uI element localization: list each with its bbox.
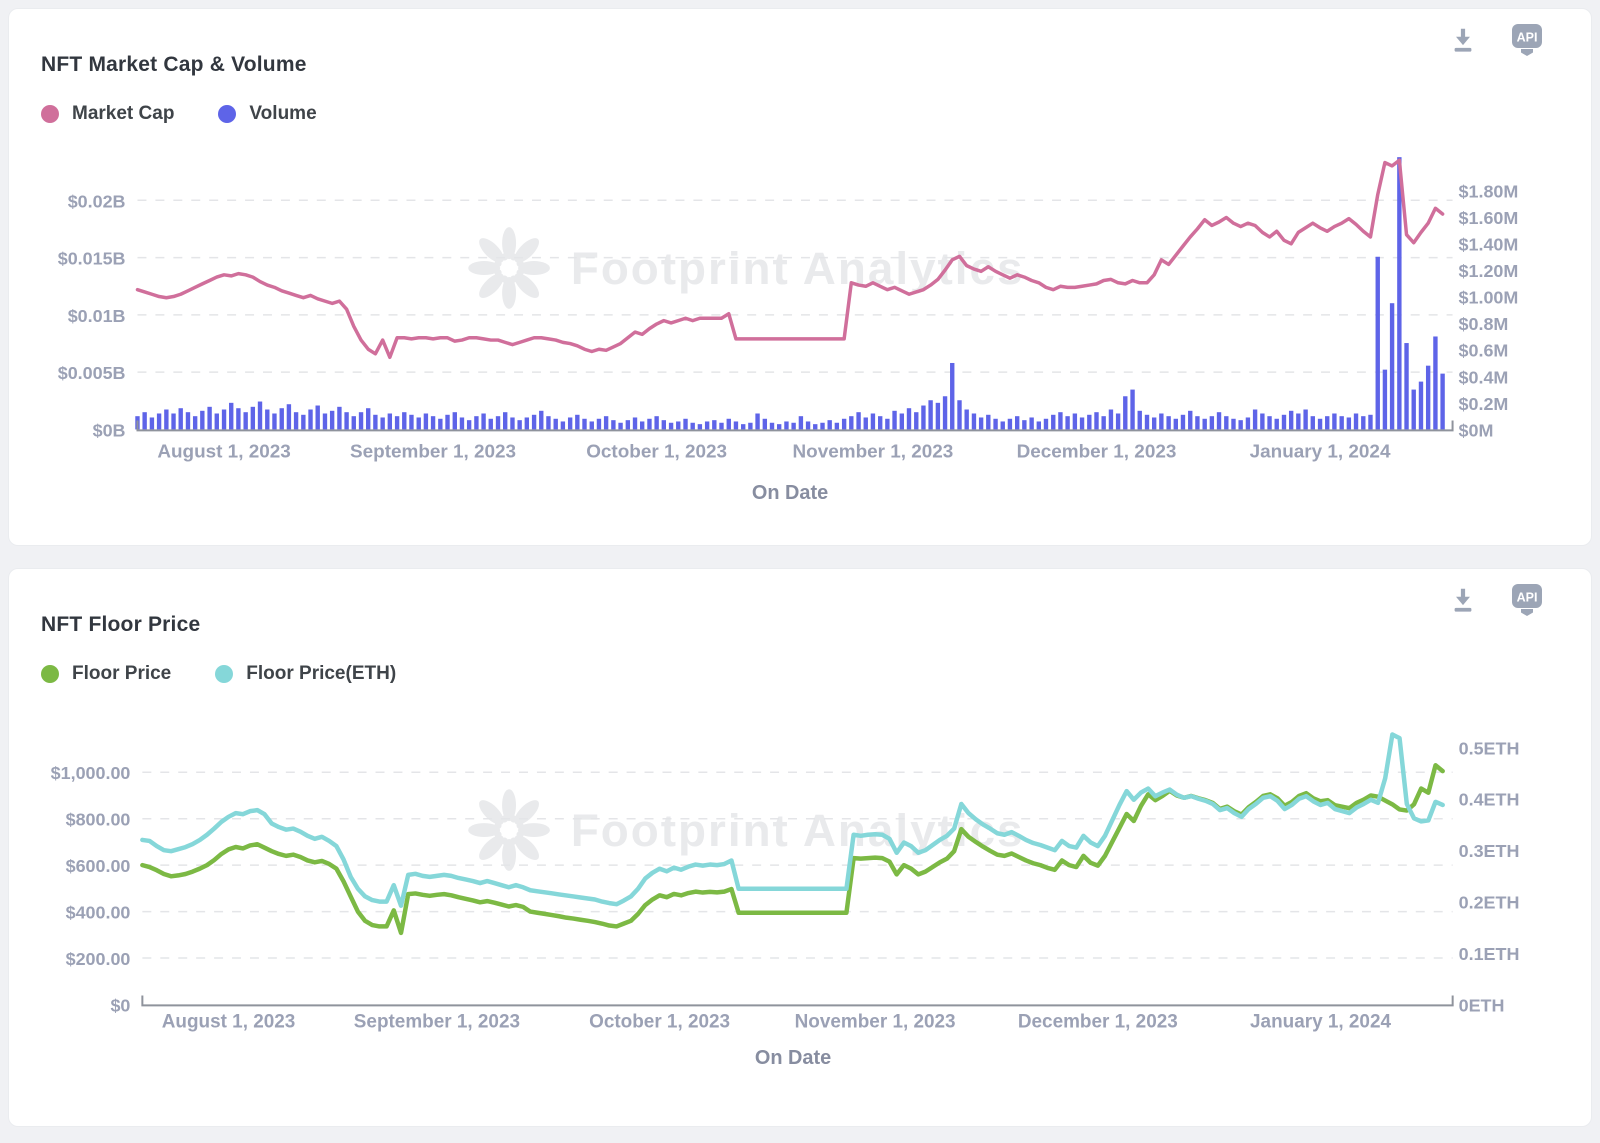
legend-item-market-cap[interactable]: Market Cap	[41, 103, 174, 125]
market-cap-line	[135, 158, 1445, 360]
legend-label: Floor Price(ETH)	[246, 663, 397, 684]
y-axis-label-right: $1.80M	[1459, 181, 1519, 201]
y-axis-label-left: $0B	[93, 420, 126, 440]
api-button[interactable]: API	[1511, 23, 1543, 57]
x-axis-label: August 1, 2023	[162, 1011, 296, 1032]
download-icon	[1454, 28, 1472, 52]
y-axis-label-left: $0.005B	[58, 363, 126, 383]
card-actions: API	[1449, 583, 1543, 617]
legend-label: Volume	[249, 103, 317, 124]
y-axis-label-right: $1.60M	[1459, 208, 1519, 228]
page: { "accent_colors": { "market_cap": "#d06…	[0, 8, 1600, 1143]
download-button[interactable]	[1449, 25, 1477, 55]
market-cap-volume-chart: Footprint Analytics $0B $0.005B $0.01B $0.01…	[58, 157, 1519, 504]
x-axis-title: On Date	[755, 1047, 831, 1069]
y-axis-label-right: $0.2M	[1459, 394, 1509, 414]
legend: Floor Price Floor Price(ETH)	[41, 663, 1591, 685]
download-icon	[1454, 588, 1472, 612]
x-axis	[136, 420, 1454, 432]
y-axis-label-left: $0	[110, 995, 130, 1015]
x-axis-label: October 1, 2023	[589, 1011, 730, 1032]
y-axis-label-right: $1.40M	[1459, 234, 1519, 254]
x-axis-label: December 1, 2023	[1018, 1011, 1178, 1032]
y-axis-label-right: $0.4M	[1459, 367, 1509, 387]
y-axis-label-left: $1,000.00	[51, 763, 131, 783]
legend-item-floor-price[interactable]: Floor Price	[41, 663, 171, 685]
floor-price-eth-line	[140, 732, 1445, 908]
chart-title: NFT Market Cap & Volume	[41, 53, 307, 76]
legend-dot-volume	[218, 105, 237, 123]
legend-dot-floor-price	[41, 665, 59, 683]
y-axis-label-right: $1.20M	[1459, 261, 1519, 281]
download-button[interactable]	[1449, 585, 1477, 615]
floor-price-card: API NFT Floor Price Floor Price Floor Pr…	[8, 568, 1592, 1127]
market-cap-volume-card: API NFT Market Cap & Volume Market Cap V…	[8, 8, 1592, 546]
legend: Market Cap Volume	[41, 103, 1591, 125]
x-axis-label: January 1, 2024	[1250, 1011, 1391, 1032]
y-axis-label-right: $0M	[1459, 420, 1494, 440]
legend-dot-floor-price-eth	[215, 665, 234, 683]
x-axis-title: On Date	[752, 482, 828, 504]
x-axis-label: December 1, 2023	[1017, 441, 1177, 462]
svg-text:API: API	[1517, 31, 1538, 45]
watermark: Footprint Analytics	[468, 789, 1025, 871]
legend-dot-market-cap	[41, 105, 59, 123]
legend-label: Market Cap	[72, 103, 175, 124]
y-axis-label-right: 0ETH	[1459, 995, 1505, 1015]
y-axis-label-left: $800.00	[66, 810, 131, 830]
x-axis-label: August 1, 2023	[157, 441, 290, 462]
x-axis-label: November 1, 2023	[795, 1011, 956, 1032]
floor-price-line	[140, 763, 1445, 936]
y-axis-label-left: $400.00	[66, 903, 131, 923]
chart-title: NFT Floor Price	[41, 613, 201, 636]
y-axis-label-right: 0.4ETH	[1459, 790, 1520, 810]
api-icon: API	[1512, 584, 1542, 616]
y-axis-label-right: $0.8M	[1459, 314, 1509, 334]
x-axis-label: September 1, 2023	[350, 441, 516, 462]
y-axis-label-right: 0.1ETH	[1459, 944, 1520, 964]
svg-text:API: API	[1517, 591, 1538, 605]
y-axis-label-left: $600.00	[66, 856, 131, 876]
x-axis-label: January 1, 2024	[1250, 441, 1391, 462]
x-axis-label: November 1, 2023	[793, 441, 954, 462]
card-actions: API	[1449, 23, 1543, 57]
api-icon: API	[1512, 24, 1542, 56]
y-axis-label-left: $200.00	[66, 949, 131, 969]
x-axis-label: October 1, 2023	[586, 441, 727, 462]
svg-text:Footprint Analytics: Footprint Analytics	[571, 243, 1025, 294]
x-axis	[141, 995, 1454, 1007]
y-axis-label-right: $1.00M	[1459, 288, 1519, 308]
y-axis-label-right: 0.2ETH	[1459, 893, 1520, 913]
legend-label: Floor Price	[72, 663, 172, 684]
legend-item-floor-price-eth[interactable]: Floor Price(ETH)	[215, 663, 396, 685]
y-axis-label-left: $0.01B	[68, 306, 126, 326]
y-axis-label-left: $0.02B	[68, 191, 126, 211]
api-button[interactable]: API	[1511, 583, 1543, 617]
y-axis-label-right: 0.5ETH	[1459, 738, 1520, 758]
y-axis-label-right: $0.6M	[1459, 341, 1509, 361]
x-axis-label: September 1, 2023	[354, 1011, 520, 1032]
watermark: Footprint Analytics	[468, 227, 1025, 309]
y-axis-label-left: $0.015B	[58, 249, 126, 269]
legend-item-volume[interactable]: Volume	[218, 103, 317, 125]
volume-bars	[135, 157, 1445, 430]
floor-price-chart: Footprint Analytics $0 $200.00 $400.00 $600.…	[51, 732, 1520, 1069]
svg-text:Footprint Analytics: Footprint Analytics	[571, 805, 1025, 856]
y-axis-label-right: 0.3ETH	[1459, 841, 1520, 861]
